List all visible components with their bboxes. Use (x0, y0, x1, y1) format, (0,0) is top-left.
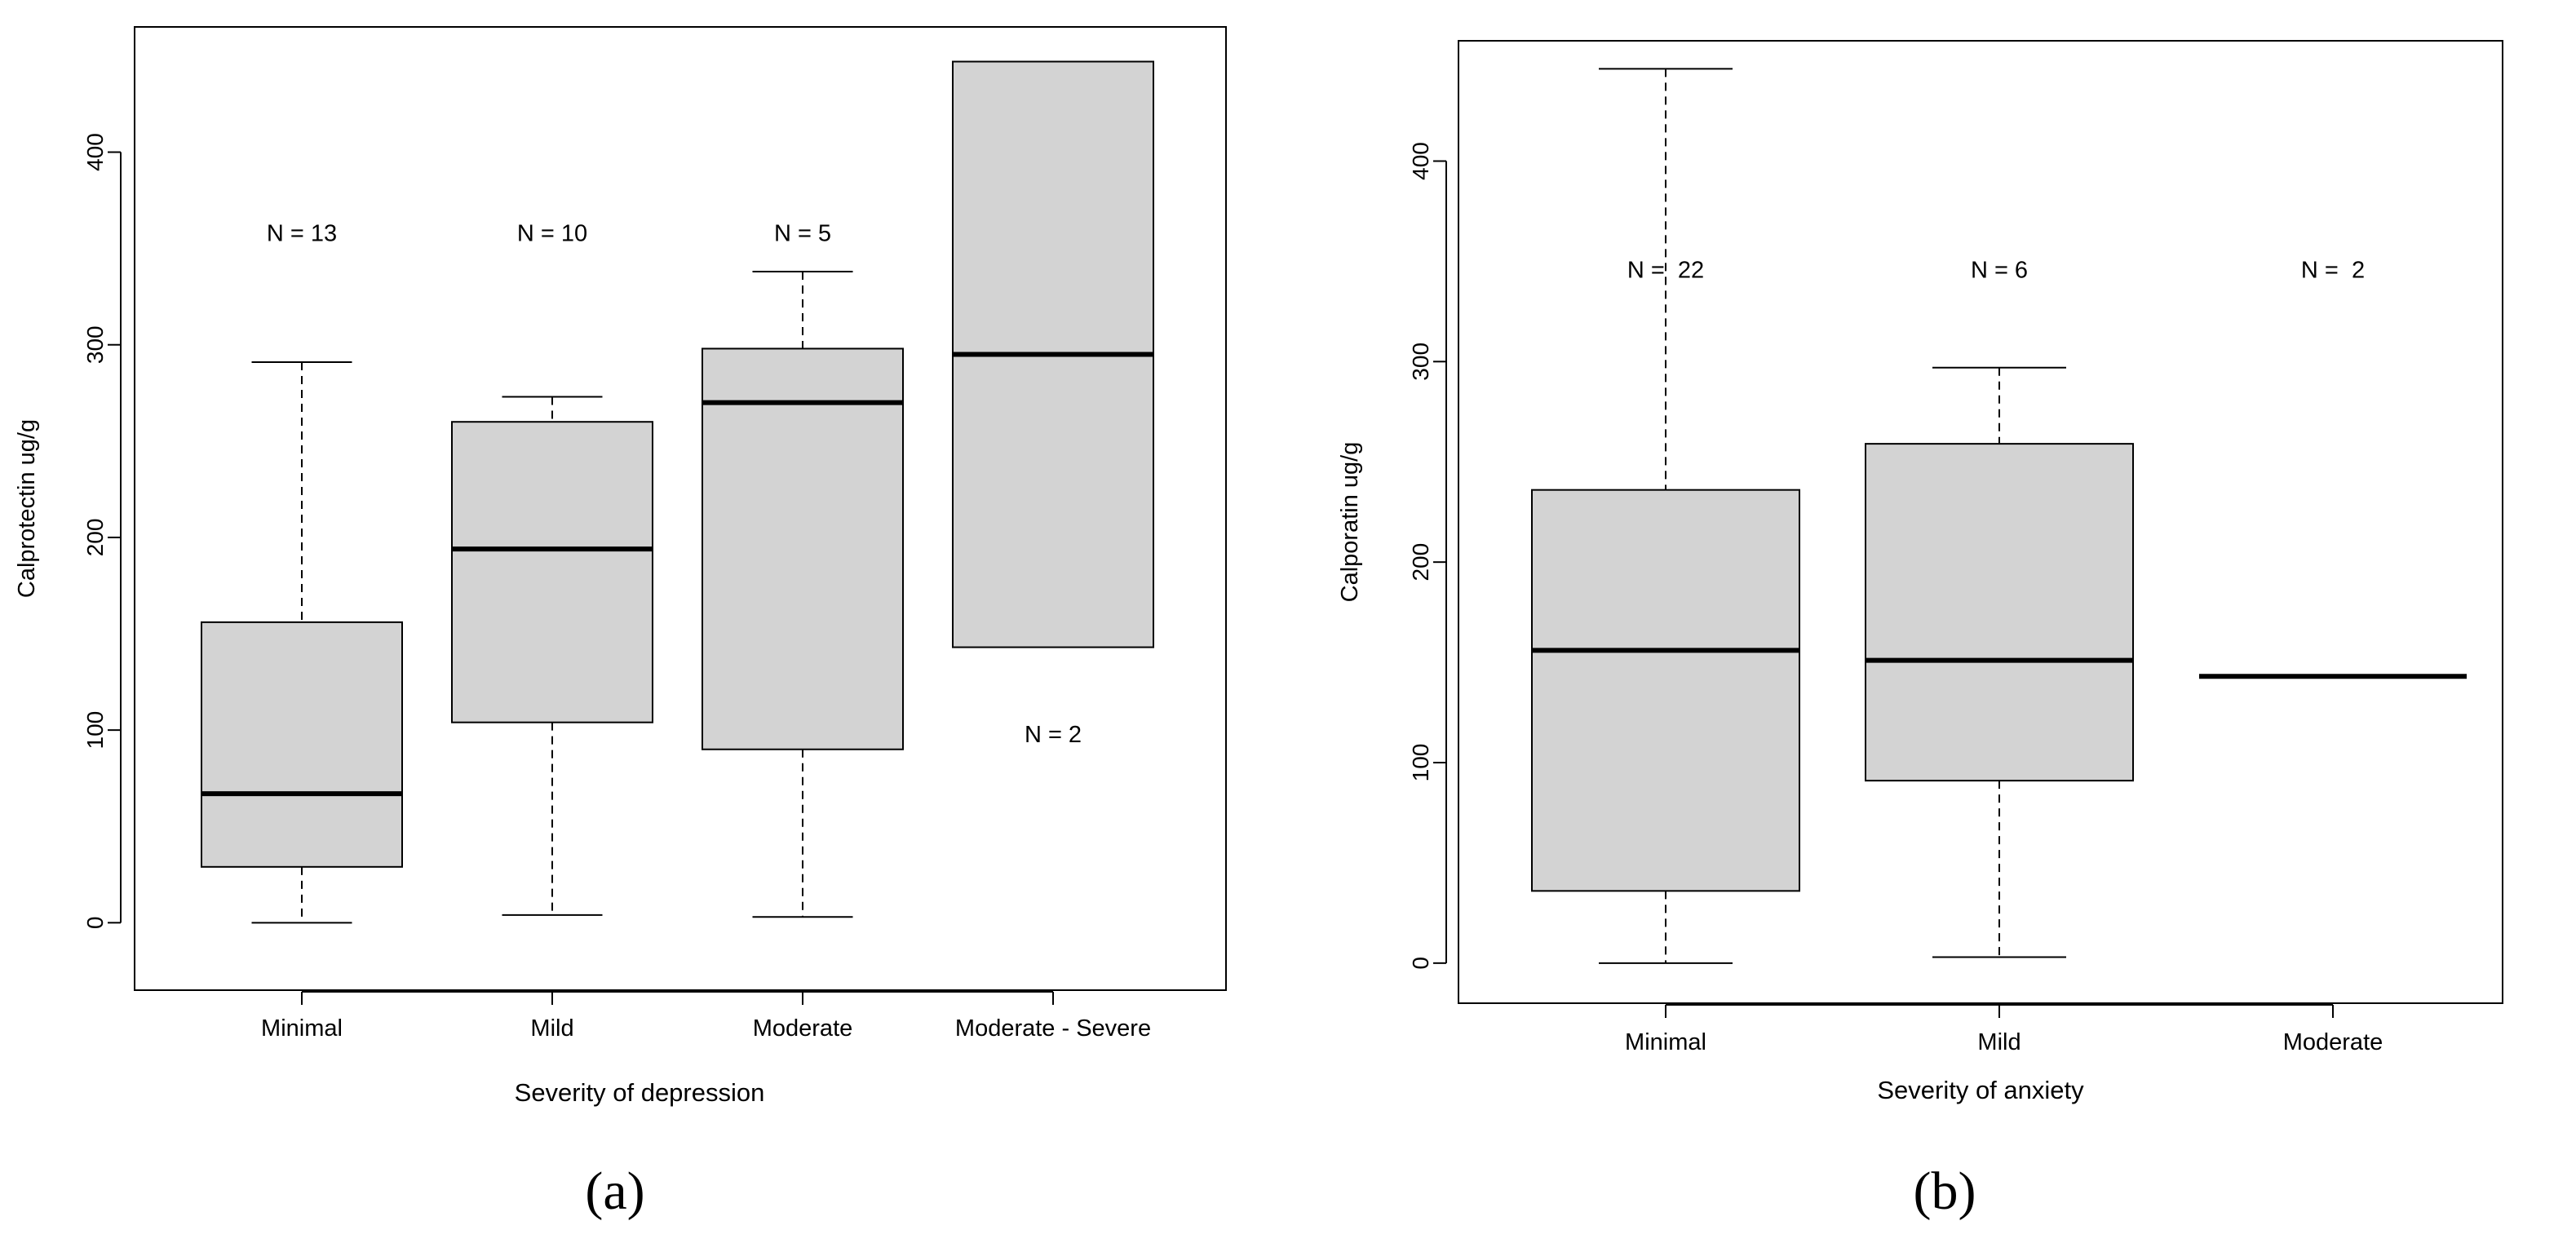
y-tick-label: 0 (82, 917, 108, 930)
iqr-box (201, 621, 403, 868)
box-minimal: N = 13 (201, 221, 403, 924)
n-label: N = 2 (2301, 257, 2365, 283)
iqr-box (702, 347, 904, 750)
y-tick-label: 200 (1408, 543, 1433, 582)
y-axis-title: Calprotectin ug/g (14, 419, 40, 598)
x-tick-label: Minimal (261, 1015, 343, 1042)
y-tick-label: 400 (1408, 142, 1433, 180)
plot-frame (134, 26, 1227, 991)
n-label: N = 2 (1025, 722, 1082, 748)
y-tick-label: 200 (82, 519, 108, 557)
x-tick-label: Moderate - Severe (955, 1015, 1151, 1042)
y-axis-title: Calporatin ug/g (1337, 442, 1363, 603)
n-label: N = 6 (1971, 257, 2028, 283)
x-tick-label: Mild (530, 1015, 573, 1042)
y-tick-label: 400 (82, 133, 108, 171)
panel-label: (a) (585, 1161, 644, 1221)
n-label: N = 13 (267, 221, 337, 247)
iqr-box (451, 421, 653, 723)
x-tick-label: Minimal (1625, 1029, 1706, 1055)
plot-frame (1458, 40, 2503, 1004)
box-moderate: N = 2 (2199, 257, 2467, 679)
y-tick-label: 0 (1408, 957, 1433, 970)
n-label: N = 10 (517, 221, 587, 247)
box-minimal: N = 22 (1531, 68, 1800, 964)
x-tick-label: Moderate (753, 1015, 853, 1042)
box-moderate: N = 5 (702, 221, 904, 918)
y-tick-label: 300 (82, 325, 108, 364)
chart-panel-a: 0 100 200 300 400 Calprotectin ug/g Minimal Mil… (14, 26, 1227, 1221)
x-axis-title: Severity of anxiety (1877, 1076, 2084, 1104)
y-tick-label: 300 (1408, 343, 1433, 381)
panel-label: (b) (1914, 1161, 1976, 1221)
box-moderate-severe: N = 2 (952, 60, 1154, 748)
x-axis-title: Severity of depression (515, 1078, 765, 1107)
chart-panel-b: 0 100 200 300 400 Calporatin ug/g Minimal Mild M… (1337, 40, 2503, 1221)
y-tick-label: 100 (1408, 744, 1433, 782)
n-label: N = 5 (774, 221, 831, 247)
n-label: N = 22 (1627, 257, 1704, 283)
box-mild: N = 10 (451, 221, 653, 916)
iqr-box (1865, 443, 2134, 782)
x-tick-label: Moderate (2283, 1029, 2383, 1055)
box-mild: N = 6 (1865, 257, 2134, 958)
iqr-box (1531, 489, 1800, 892)
x-tick-label: Mild (1977, 1029, 2021, 1055)
y-tick-label: 100 (82, 711, 108, 750)
